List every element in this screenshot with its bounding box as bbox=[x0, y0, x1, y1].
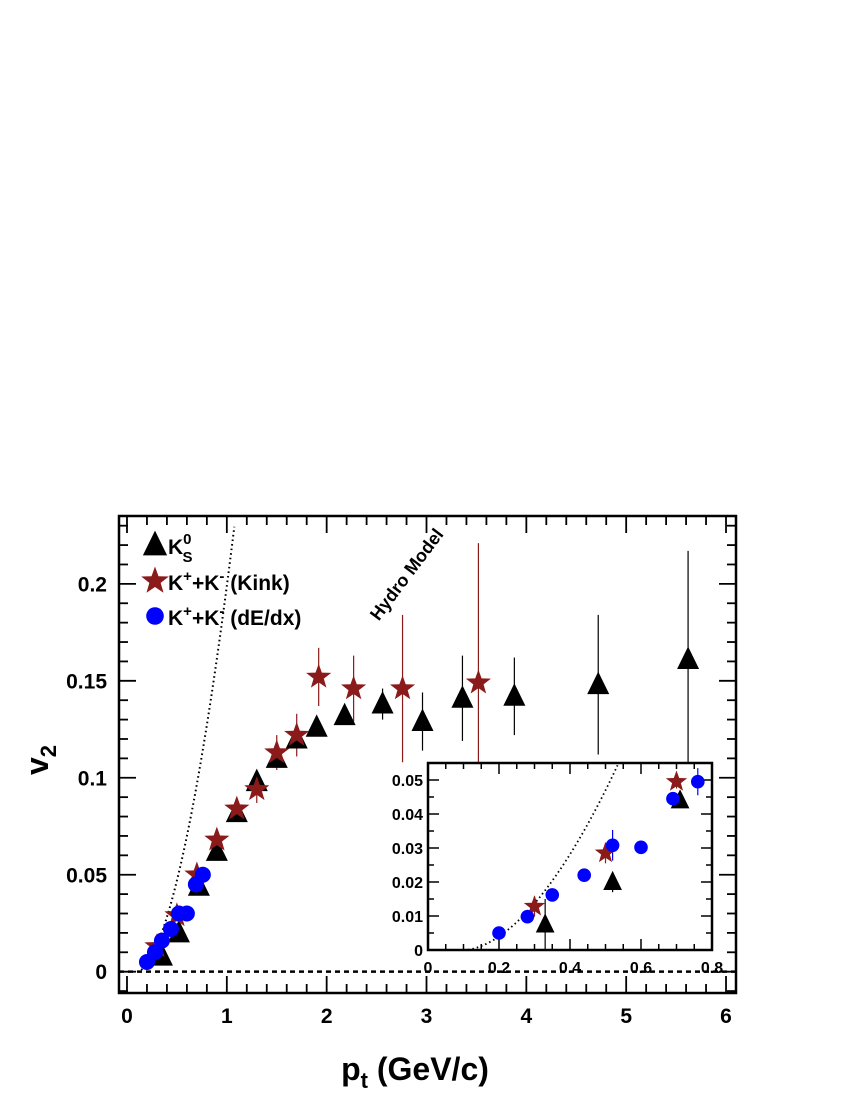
x-tick-label: 2 bbox=[321, 1005, 333, 1028]
inset-circle-point bbox=[520, 909, 535, 924]
triangle-point bbox=[451, 685, 474, 708]
legend-label-tail: (Kink) bbox=[224, 572, 289, 595]
inset-circle-point bbox=[634, 840, 648, 855]
legend-label-tail: (dE/dx) bbox=[224, 607, 301, 630]
star-point bbox=[224, 795, 250, 820]
x-axis-title-units: (GeV/c) bbox=[368, 1051, 489, 1087]
legend-circle-marker bbox=[146, 607, 164, 625]
triangle-point bbox=[503, 683, 526, 706]
inset-circle-point bbox=[577, 868, 591, 882]
inset-x-tick-label: 0 bbox=[424, 960, 433, 977]
x-tick-label: 0 bbox=[121, 1005, 133, 1028]
inset-hydro-model-curve bbox=[463, 764, 619, 951]
inset-x-tick-label: 0.4 bbox=[559, 960, 581, 977]
inset-x-tick-label: 0.8 bbox=[701, 960, 723, 977]
y-tick-label: 0 bbox=[95, 961, 107, 984]
circle-point bbox=[153, 932, 170, 949]
triangle-point bbox=[333, 702, 356, 726]
inset-triangle-point bbox=[535, 913, 555, 933]
star-point bbox=[389, 675, 416, 700]
circle-point bbox=[146, 944, 163, 961]
legend: K0 SK++K- (Kink)K++K- (dE/dx) bbox=[141, 530, 301, 630]
inset-x-tick-label: 0.2 bbox=[488, 960, 510, 977]
inset-star-point bbox=[665, 770, 688, 791]
triangle-point bbox=[205, 838, 228, 861]
triangle-point bbox=[411, 708, 434, 731]
star-point bbox=[264, 739, 290, 764]
inset-triangle-point bbox=[603, 870, 622, 891]
legend-label-rest: +K bbox=[192, 572, 219, 595]
legend-star-marker bbox=[141, 566, 169, 593]
triangle-point bbox=[167, 919, 190, 943]
star-point bbox=[244, 776, 270, 801]
y-tick-label: 0.1 bbox=[78, 767, 108, 790]
legend-label-sub: S bbox=[183, 549, 193, 566]
star-point bbox=[284, 721, 310, 746]
inset-star-point bbox=[523, 895, 546, 916]
legend-label-sup2: - bbox=[219, 603, 224, 620]
inset-y-tick-label: 0.04 bbox=[392, 807, 423, 824]
y-axis-title-sub: 2 bbox=[36, 745, 61, 757]
inset-circle-point bbox=[691, 774, 705, 789]
legend-label-name: K bbox=[168, 536, 183, 559]
inset-y-tick-label: 0.03 bbox=[392, 841, 423, 858]
inset-circle-point bbox=[605, 838, 620, 853]
inset-y-tick-label: 0.05 bbox=[392, 773, 423, 790]
y-tick-label: 0.15 bbox=[66, 670, 107, 693]
triangle-point bbox=[305, 714, 328, 737]
legend-triangle-marker bbox=[142, 530, 168, 556]
legend-label-rest: +K bbox=[192, 607, 219, 630]
legend-label-sup: 0 bbox=[183, 531, 191, 548]
legend-label-sup: + bbox=[183, 568, 192, 585]
legend-label: K0 S bbox=[168, 531, 193, 566]
inset-x-tick-label: 0.6 bbox=[630, 960, 652, 977]
x-axis-title: pt (GeV/c) bbox=[341, 1051, 489, 1093]
x-tick-label: 5 bbox=[620, 1005, 632, 1028]
x-axis-title-sub: t bbox=[361, 1068, 369, 1093]
x-tick-label: 1 bbox=[221, 1005, 233, 1028]
legend-label-name: K bbox=[168, 572, 183, 595]
inset-y-tick-label: 0.02 bbox=[392, 875, 423, 892]
circle-point bbox=[162, 921, 179, 938]
inset-y-tick-label: 0 bbox=[414, 943, 423, 960]
inset-plot: 0 0.2 0.4 0.6 0.8 0 0.01 0.02 0.03 0.04 0.05 bbox=[392, 761, 723, 977]
star-point bbox=[465, 669, 491, 694]
circle-point bbox=[178, 905, 195, 922]
inset-circle-point bbox=[545, 888, 560, 902]
legend-label-sup: + bbox=[183, 603, 192, 620]
inset-y-tick-label: 0.01 bbox=[392, 909, 423, 926]
star-point bbox=[341, 675, 367, 700]
triangle-point bbox=[587, 671, 610, 695]
x-axis-title-main: p bbox=[341, 1051, 361, 1087]
triangle-point bbox=[371, 691, 394, 714]
y-tick-label: 0.2 bbox=[78, 573, 107, 596]
y-axis-title-main: v bbox=[19, 757, 55, 775]
x-tick-label: 6 bbox=[720, 1005, 732, 1028]
inset-plot-frame bbox=[426, 761, 714, 952]
inset-circle-point bbox=[666, 791, 680, 806]
legend-label: K++K- (dE/dx) bbox=[168, 603, 301, 630]
triangle-point bbox=[677, 646, 700, 669]
legend-label-sup2: - bbox=[219, 568, 224, 585]
star-point bbox=[306, 663, 332, 688]
circle-point bbox=[194, 866, 211, 883]
x-tick-label: 4 bbox=[520, 1005, 532, 1028]
inset-circle-point bbox=[492, 926, 506, 940]
y-tick-label: 0.05 bbox=[66, 864, 107, 887]
star-point bbox=[204, 826, 230, 851]
x-tick-label: 3 bbox=[421, 1005, 433, 1028]
legend-label-name: K bbox=[168, 607, 183, 630]
hydro-model-curve bbox=[136, 526, 236, 973]
legend-label: K++K- (Kink) bbox=[168, 568, 290, 595]
y-axis-title: v2 bbox=[19, 745, 61, 775]
inset-star-point bbox=[594, 841, 617, 863]
